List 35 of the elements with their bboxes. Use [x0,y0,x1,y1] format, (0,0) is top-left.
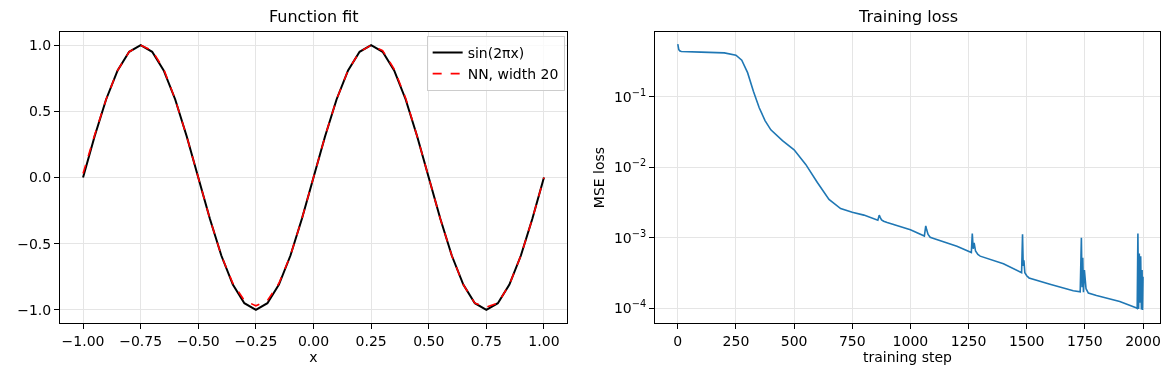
x-tick-label: 0.00 [297,332,330,349]
y-tick-label: 0.5 [28,103,52,120]
x-tick-label: 750 [838,332,866,349]
y-tick-label: 10$^{−1}$ [613,86,647,105]
chart-title: Training loss [858,7,959,26]
x-tick-label: 0.75 [470,332,502,349]
x-tick-label: −0.75 [119,332,163,349]
x-tick-label: 1.00 [528,332,560,349]
x-tick-label: −0.50 [176,332,220,349]
x-tick-label: 0 [673,332,683,349]
x-tick-label: 1250 [950,332,987,349]
x-tick-label: −1.00 [61,332,105,349]
y-tick-label: 10$^{−2}$ [613,157,647,176]
x-tick-label: 1500 [1008,332,1045,349]
x-axis-title: x [309,349,318,366]
y-tick-label: −0.5 [17,235,52,252]
y-axis-title: MSE loss [590,146,607,209]
x-tick-label: 250 [722,332,750,349]
y-tick-label: 0.0 [28,169,52,186]
y-tick-label: 10$^{−4}$ [613,298,647,317]
chart-title: Function fit [269,7,359,26]
x-tick-label: 0.25 [355,332,387,349]
legend-label: sin(2πx) [467,44,525,61]
x-tick-label: 2000 [1125,332,1161,349]
y-tick-label: 1.0 [28,37,52,54]
x-axis-title: training step [863,349,953,366]
x-tick-label: 1750 [1067,332,1103,349]
y-tick-label: −1.0 [17,301,52,318]
legend-label: NN, width 20 [467,66,559,83]
y-tick-label: 10$^{−3}$ [613,227,647,246]
line-series [677,43,1144,311]
x-tick-label: 1000 [892,332,929,349]
x-tick-label: 500 [780,332,808,349]
x-tick-label: 0.50 [413,332,445,349]
x-tick-label: −0.25 [234,332,278,349]
